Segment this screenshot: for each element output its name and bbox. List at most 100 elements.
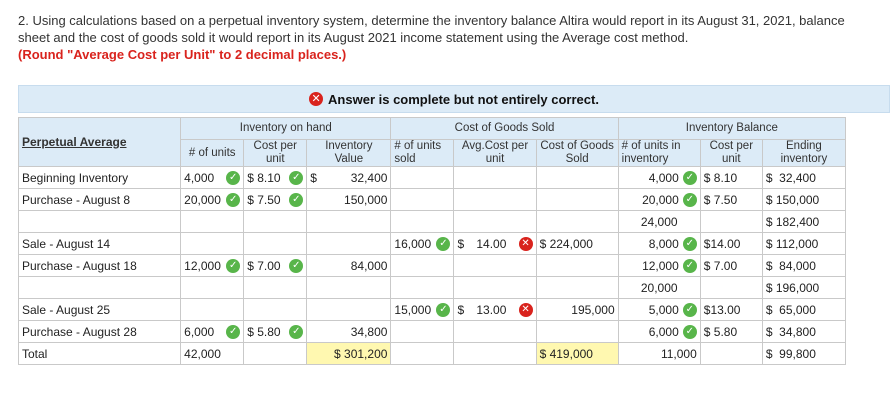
cost-cell[interactable] [243, 342, 308, 365]
inventory-units-cell[interactable]: 24,000 [617, 210, 701, 233]
cost-cell[interactable]: $ 7.00 ✓ [243, 254, 308, 277]
balance-cost-cell[interactable]: $14.00 [699, 232, 763, 255]
value-cell[interactable]: 84,000 [306, 254, 392, 277]
units-cell[interactable]: 20,000 ✓ [180, 188, 245, 211]
ending-inventory-cell[interactable]: $ 182,400 [761, 210, 847, 233]
units-cell[interactable] [180, 298, 245, 321]
inventory-units-cell[interactable]: 6,000 ✓ [617, 320, 701, 343]
correct-icon: ✓ [682, 302, 697, 317]
avg-cost-cell[interactable] [453, 210, 537, 233]
table-row: Sale - August 25 15,000 ✓ $13.00 ✕ 195,000 5,0… [17, 298, 847, 321]
row-label: Total [17, 342, 182, 365]
avg-cost-cell[interactable]: $14.00 ✕ [453, 232, 537, 255]
avg-cost-cell[interactable] [453, 320, 537, 343]
header-cost-per-unit: Cost per unit [243, 139, 308, 167]
cost-cell[interactable] [243, 232, 308, 255]
avg-cost-cell[interactable] [453, 188, 537, 211]
ending-inventory-cell[interactable]: $ 99,800 [761, 342, 847, 365]
cost-cell[interactable]: $ 7.50 ✓ [243, 188, 308, 211]
ending-inventory-cell[interactable]: $ 34,800 [761, 320, 847, 343]
cogs-cell[interactable]: $ 419,000 [535, 342, 619, 365]
value-cell[interactable]: $32,400 [306, 166, 392, 189]
units-sold-cell[interactable] [390, 166, 455, 189]
correct-icon: ✓ [226, 192, 241, 207]
inventory-units-cell[interactable]: 11,000 [617, 342, 701, 365]
correct-icon: ✓ [682, 258, 697, 273]
rounding-instruction: (Round "Average Cost per Unit" to 2 deci… [18, 47, 347, 62]
table-row: Purchase - August 28 6,000 ✓ $ 5.80 ✓ 34,800 6… [17, 320, 847, 343]
balance-cost-cell[interactable]: $ 7.50 [699, 188, 763, 211]
cost-cell[interactable]: $ 8.10 ✓ [243, 166, 308, 189]
avg-cost-cell[interactable]: $13.00 ✕ [453, 298, 537, 321]
cogs-cell[interactable]: 195,000 [535, 298, 619, 321]
ending-inventory-cell[interactable]: $ 112,000 [761, 232, 847, 255]
group-cost-of-goods-sold: Cost of Goods Sold [390, 117, 619, 140]
value-cell[interactable] [306, 210, 392, 233]
ending-inventory-cell[interactable]: $ 84,000 [761, 254, 847, 277]
ending-inventory-cell[interactable]: $ 65,000 [761, 298, 847, 321]
balance-cost-cell[interactable]: $ 8.10 [699, 166, 763, 189]
units-sold-cell[interactable] [390, 320, 455, 343]
incorrect-icon: ✕ [309, 92, 324, 106]
ending-inventory-cell[interactable]: $ 196,000 [761, 276, 847, 299]
ending-inventory-cell[interactable]: $ 32,400 [761, 166, 847, 189]
balance-cost-cell[interactable]: $13.00 [699, 298, 763, 321]
units-cell[interactable]: 6,000 ✓ [180, 320, 245, 343]
cogs-cell[interactable] [535, 254, 619, 277]
header-units: # of units [180, 139, 245, 167]
inventory-units-cell[interactable]: 4,000 ✓ [617, 166, 701, 189]
cogs-cell[interactable] [535, 210, 619, 233]
avg-cost-cell[interactable] [453, 254, 537, 277]
inventory-units-cell[interactable]: 5,000 ✓ [617, 298, 701, 321]
cogs-cell[interactable] [535, 166, 619, 189]
avg-cost-cell[interactable] [453, 166, 537, 189]
cogs-cell[interactable]: $ 224,000 [535, 232, 619, 255]
units-cell[interactable]: 4,000 ✓ [180, 166, 245, 189]
value-cell[interactable]: 34,800 [306, 320, 392, 343]
correct-icon: ✓ [682, 170, 697, 185]
avg-cost-cell[interactable] [453, 276, 537, 299]
ending-inventory-cell[interactable]: $ 150,000 [761, 188, 847, 211]
units-sold-cell[interactable]: 16,000 ✓ [390, 232, 455, 255]
cogs-cell[interactable] [535, 320, 619, 343]
value-cell[interactable]: $ 301,200 [306, 342, 392, 365]
cost-cell[interactable] [243, 298, 308, 321]
units-cell[interactable]: 42,000 [180, 342, 245, 365]
cogs-cell[interactable] [535, 276, 619, 299]
units-cell[interactable] [180, 232, 245, 255]
inventory-units-cell[interactable]: 12,000 ✓ [617, 254, 701, 277]
balance-cost-cell[interactable] [699, 210, 763, 233]
balance-cost-cell[interactable]: $ 5.80 [699, 320, 763, 343]
value-cell[interactable]: 150,000 [306, 188, 392, 211]
balance-cost-cell[interactable] [699, 342, 763, 365]
row-label: Beginning Inventory [17, 166, 182, 189]
group-inventory-on-hand: Inventory on hand [180, 117, 392, 140]
value-cell[interactable] [306, 276, 392, 299]
avg-cost-cell[interactable] [453, 342, 537, 365]
units-cell[interactable] [180, 276, 245, 299]
perpetual-average-table: Perpetual Average Inventory on hand Cost… [17, 117, 847, 365]
units-sold-cell[interactable]: 15,000 ✓ [390, 298, 455, 321]
units-sold-cell[interactable] [390, 210, 455, 233]
units-sold-cell[interactable] [390, 188, 455, 211]
cost-cell[interactable] [243, 210, 308, 233]
row-label [17, 276, 182, 299]
cost-cell[interactable] [243, 276, 308, 299]
units-cell[interactable]: 12,000 ✓ [180, 254, 245, 277]
inventory-units-cell[interactable]: 20,000 [617, 276, 701, 299]
balance-cost-cell[interactable] [699, 276, 763, 299]
units-sold-cell[interactable] [390, 254, 455, 277]
question-text: 2. Using calculations based on a perpetu… [18, 13, 845, 45]
inventory-units-cell[interactable]: 20,000 ✓ [617, 188, 701, 211]
units-sold-cell[interactable] [390, 276, 455, 299]
value-cell[interactable] [306, 298, 392, 321]
inventory-units-cell[interactable]: 8,000 ✓ [617, 232, 701, 255]
units-cell[interactable] [180, 210, 245, 233]
cogs-cell[interactable] [535, 188, 619, 211]
units-sold-cell[interactable] [390, 342, 455, 365]
correct-icon: ✓ [289, 170, 304, 185]
cost-cell[interactable]: $ 5.80 ✓ [243, 320, 308, 343]
balance-cost-cell[interactable]: $ 7.00 [699, 254, 763, 277]
value-cell[interactable] [306, 232, 392, 255]
header-units-in-inventory: # of units in inventory [617, 139, 701, 167]
